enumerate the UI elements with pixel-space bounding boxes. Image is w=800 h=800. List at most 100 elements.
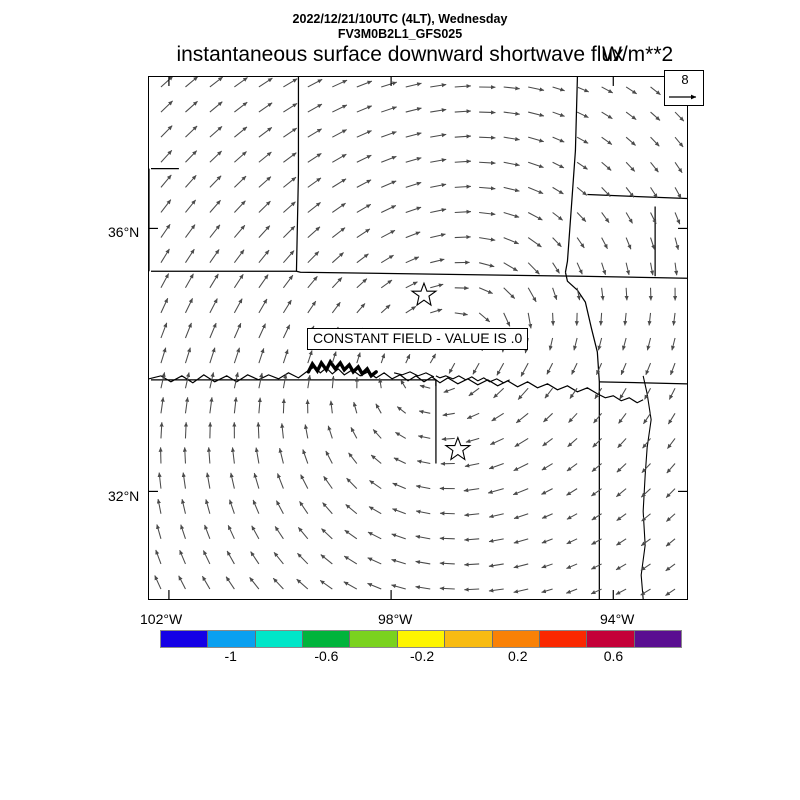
wind-vector-arrow <box>307 226 321 238</box>
wind-vector-arrow <box>623 312 628 326</box>
wind-vector-arrow <box>550 312 556 326</box>
wind-vector-arrow <box>356 203 372 213</box>
wind-vector-arrow <box>283 201 296 213</box>
header-timestamp: 2022/12/21/10UTC (4LT), Wednesday <box>292 12 508 26</box>
wind-vector-arrow <box>666 463 676 474</box>
wind-vector-arrow <box>343 581 358 590</box>
wind-vector-arrow <box>405 82 422 88</box>
wind-vector-arrow <box>528 136 544 143</box>
wind-vector-arrow <box>405 231 421 239</box>
wind-vector-arrow <box>331 277 343 289</box>
wind-vector-arrow <box>541 488 553 495</box>
wind-vector-arrow <box>464 562 480 567</box>
wind-vector-arrow <box>552 136 565 143</box>
wind-vector-arrow <box>233 347 241 364</box>
wind-vector-arrow <box>601 111 613 120</box>
wind-vector-arrow <box>275 500 284 514</box>
wind-vector-arrow <box>325 450 333 464</box>
wind-vector-arrow <box>249 577 260 590</box>
wind-vector-arrow <box>257 397 262 414</box>
wind-vector-arrow <box>640 538 651 547</box>
wind-vector-arrow <box>233 372 239 389</box>
wind-vector-arrow <box>331 375 336 389</box>
wind-vector-arrow <box>591 538 602 545</box>
wind-vector-arrow <box>278 447 284 464</box>
wind-vector-arrow <box>331 227 346 238</box>
station-markers <box>410 281 472 461</box>
cb-yellow <box>397 631 446 647</box>
wind-vector-arrow <box>668 387 676 400</box>
wind-vector-arrow <box>160 174 172 188</box>
wind-vector-arrow <box>356 130 372 138</box>
wind-vector-arrow <box>329 400 334 414</box>
wind-vector-arrow <box>415 585 431 590</box>
wind-vector-arrow <box>185 77 199 88</box>
wind-vector-arrow <box>209 298 218 314</box>
wind-vector-arrow <box>405 305 417 314</box>
wind-vector-arrow <box>568 412 578 423</box>
wind-vector-arrow <box>331 252 344 264</box>
wind-vector-arrow <box>640 563 651 571</box>
wind-vector-arrow <box>503 161 520 167</box>
wind-vector-arrow <box>650 187 658 199</box>
river-thick-segment <box>306 358 378 379</box>
wind-vector-arrow <box>625 262 631 276</box>
wind-vector-arrow <box>520 362 529 377</box>
wind-vector-arrow <box>307 350 313 364</box>
wind-vector-arrow <box>598 312 604 326</box>
wind-vector-arrow <box>546 362 554 375</box>
wind-vector-arrow <box>258 176 272 188</box>
wind-vector-arrow <box>160 397 165 414</box>
wind-vector-arrow <box>185 174 197 188</box>
wind-vector-arrow <box>160 248 170 263</box>
wind-vector-arrow <box>356 80 373 88</box>
wind-vector-arrow <box>380 229 396 239</box>
wind-vector-arrow <box>503 136 520 142</box>
wind-vector-arrow <box>391 533 406 540</box>
wind-vector-arrow <box>272 577 284 590</box>
wind-vector-arrow <box>179 549 186 565</box>
wind-vector-arrow <box>332 129 347 138</box>
wind-vector-arrow <box>209 77 224 88</box>
wind-vector-arrow <box>454 184 472 189</box>
wind-vector-arrow <box>283 176 297 188</box>
cb-light-blue <box>208 631 256 647</box>
wind-vector-arrow <box>277 473 284 489</box>
wind-vector-arrow <box>160 77 174 88</box>
wind-vector-arrow <box>185 248 195 263</box>
wind-vector-arrow <box>640 588 651 596</box>
wind-vector-arrow <box>416 459 431 465</box>
axis-label-lon-94w: 94°W <box>600 611 635 627</box>
colorbar-tick: 0.6 <box>603 648 624 664</box>
wind-vector-arrow <box>430 158 447 163</box>
wind-vector-arrow <box>670 362 676 376</box>
colorbar <box>160 630 682 648</box>
wind-vector-arrow <box>233 322 242 339</box>
wind-vector-arrow <box>593 412 603 424</box>
colorbar-tick: -0.2 <box>410 648 435 664</box>
wind-vector-arrow <box>439 586 455 591</box>
wind-vector-arrow <box>552 161 565 169</box>
wind-vector-arrow <box>517 387 529 400</box>
wind-vector-arrow <box>405 156 422 163</box>
wind-vector-arrow <box>185 125 198 138</box>
wind-vector-arrow <box>415 560 431 565</box>
wind-vector-arrow <box>527 186 544 195</box>
wind-vector-arrow <box>566 588 578 594</box>
wind-vector-arrow <box>601 86 614 94</box>
wind-vector-arrow <box>650 237 656 250</box>
cb-amber <box>445 631 493 647</box>
wind-vector-arrow <box>185 150 198 163</box>
wind-vector-arrow <box>258 225 271 238</box>
wind-vector-arrow <box>234 77 248 88</box>
wind-vector-arrow <box>527 212 543 221</box>
wind-vector-arrow <box>576 86 589 93</box>
wind-vector-arrow <box>229 472 235 489</box>
river-detail <box>149 366 644 404</box>
wind-vector-arrow <box>488 463 504 470</box>
wind-vector-arrow <box>234 101 248 113</box>
wind-vector-arrow <box>332 104 348 113</box>
wind-vector-arrow <box>160 149 173 163</box>
wind-vector-arrow <box>346 477 358 489</box>
wind-vector-arrow <box>513 588 529 594</box>
